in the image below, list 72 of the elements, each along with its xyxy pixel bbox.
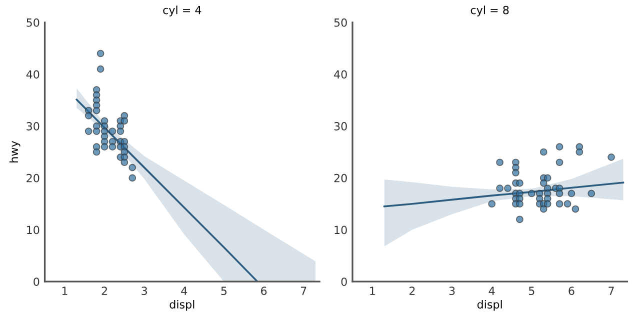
x-tick-label: 3 (449, 286, 455, 296)
point (84, 128, 92, 135)
x-tick-label: 6 (261, 286, 267, 296)
y-tick-label: 40 (26, 70, 40, 79)
point (512, 169, 520, 176)
point (540, 205, 548, 213)
point (564, 200, 572, 208)
x-tick-label: 5 (221, 286, 227, 296)
point (504, 184, 512, 192)
point (116, 128, 124, 135)
point (588, 190, 596, 198)
y-tick-label: 50 (26, 18, 40, 27)
point (572, 205, 580, 213)
point (108, 143, 116, 150)
point (608, 154, 615, 161)
point (540, 148, 548, 156)
point (556, 158, 564, 166)
point (496, 158, 504, 166)
x-axis-title: displ (170, 300, 194, 311)
y-axis-title: hwy (9, 140, 20, 162)
point (128, 164, 136, 172)
point (96, 65, 104, 73)
point (92, 106, 100, 114)
point (568, 190, 576, 198)
point (544, 200, 552, 208)
x-tick-label: 7 (300, 286, 306, 295)
line-series (76, 98, 258, 282)
x-tick-label: 5 (528, 286, 534, 296)
y-tick-label: 40 (334, 70, 347, 79)
y-tick-label: 30 (26, 122, 40, 130)
point (108, 128, 116, 135)
y-tick-label: 20 (26, 174, 40, 182)
point (540, 179, 548, 187)
point (120, 117, 128, 125)
y-tick-label: 10 (27, 226, 40, 234)
point (488, 200, 496, 208)
x-tick-label: 4 (181, 286, 188, 295)
x-axis-title: displ (477, 300, 502, 311)
x-tick-label: 1 (62, 286, 68, 295)
point (556, 190, 564, 198)
point (556, 200, 564, 208)
y-tick-label: 10 (334, 226, 347, 234)
point (528, 190, 536, 198)
y-tick-label: 0 (34, 278, 40, 286)
point (544, 174, 552, 182)
x-tick-label: 3 (142, 286, 147, 296)
x-tick-label: 2 (409, 286, 415, 295)
point (556, 143, 564, 150)
y-tick-label: 0 (341, 278, 347, 286)
x-tick-label: 1 (370, 286, 375, 295)
point (516, 179, 524, 187)
point (576, 148, 584, 156)
x-tick-label: 4 (488, 286, 495, 295)
point (96, 50, 104, 58)
y-tick-label: 30 (334, 122, 347, 130)
x-tick-label: 6 (568, 286, 574, 296)
chart-title: cyl = 8 (470, 6, 509, 16)
point (100, 143, 108, 150)
point (128, 174, 136, 182)
point (516, 216, 524, 224)
x-tick-label: 7 (608, 286, 614, 295)
point (84, 112, 92, 120)
point (120, 158, 128, 166)
line-series (383, 182, 624, 208)
point (496, 184, 504, 192)
y-tick-label: 50 (334, 18, 347, 27)
chart-title: cyl = 4 (163, 6, 202, 16)
point (92, 128, 100, 135)
y-tick-label: 20 (334, 174, 347, 182)
x-tick-label: 2 (102, 286, 107, 295)
point (516, 200, 524, 208)
point (92, 148, 100, 156)
